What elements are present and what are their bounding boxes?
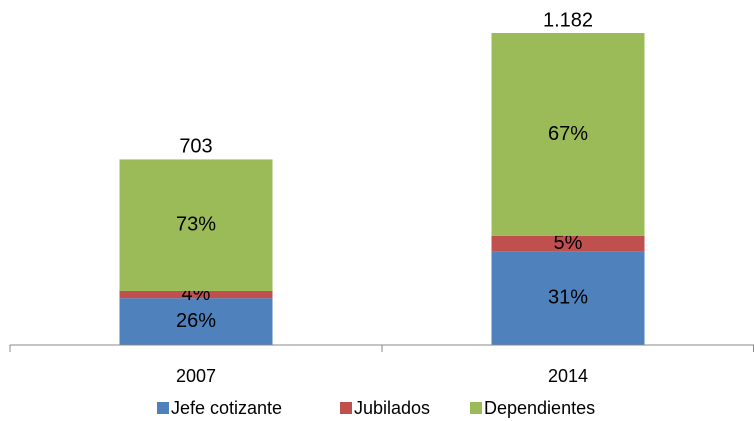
bar-segment <box>491 33 645 236</box>
bar-segment <box>119 290 273 299</box>
total-label: 1.182 <box>543 9 593 31</box>
bar-segment <box>119 159 273 291</box>
total-label: 703 <box>179 136 212 158</box>
legend-label: Dependientes <box>484 398 595 418</box>
legend-swatch <box>470 402 482 414</box>
data-label: 67% <box>548 123 588 145</box>
legend-label: Jefe cotizante <box>171 398 282 418</box>
legend-swatch <box>340 402 352 414</box>
data-label: 26% <box>176 310 216 332</box>
data-label: 73% <box>176 213 216 235</box>
bar-segment <box>491 235 645 252</box>
data-label: 5% <box>554 232 583 254</box>
x-tick-label: 2007 <box>176 366 216 386</box>
x-tick-label: 2014 <box>548 366 588 386</box>
data-label: 31% <box>548 286 588 308</box>
bar-segment <box>491 251 645 345</box>
bar-segment <box>119 298 273 345</box>
legend-swatch <box>157 402 169 414</box>
legend-label: Jubilados <box>354 398 430 418</box>
